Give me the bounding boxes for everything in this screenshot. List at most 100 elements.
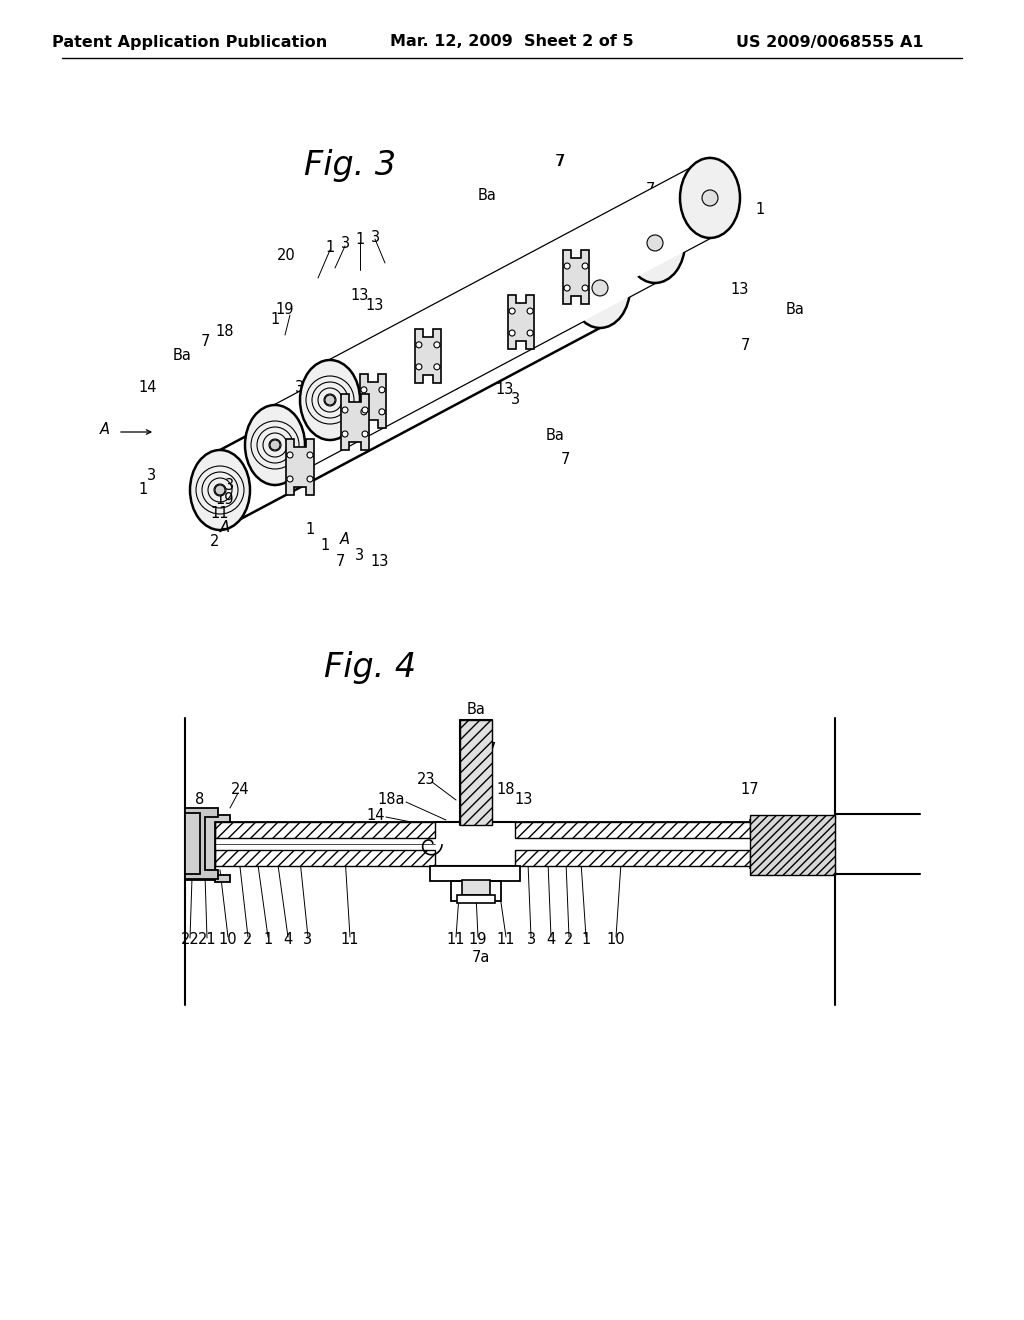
- Text: 1: 1: [490, 352, 500, 367]
- Ellipse shape: [570, 248, 630, 327]
- Text: 7: 7: [645, 182, 654, 198]
- Text: 20: 20: [276, 248, 295, 263]
- Circle shape: [527, 330, 534, 337]
- Circle shape: [360, 409, 367, 414]
- Circle shape: [527, 308, 534, 314]
- Text: 4: 4: [284, 932, 293, 948]
- Circle shape: [362, 407, 368, 413]
- Text: 1: 1: [582, 932, 591, 948]
- Bar: [215, 822, 435, 838]
- Text: 7: 7: [740, 338, 750, 352]
- Text: A: A: [340, 532, 350, 548]
- Text: 22: 22: [180, 932, 200, 948]
- Text: 7: 7: [555, 154, 565, 169]
- Circle shape: [434, 364, 440, 370]
- Text: Mar. 12, 2009  Sheet 2 of 5: Mar. 12, 2009 Sheet 2 of 5: [390, 34, 634, 49]
- Circle shape: [582, 263, 588, 269]
- Circle shape: [564, 263, 570, 269]
- Text: 3: 3: [303, 932, 312, 948]
- Text: Fig. 3: Fig. 3: [304, 149, 396, 181]
- Text: 1: 1: [305, 523, 314, 537]
- Text: 1: 1: [321, 537, 330, 553]
- Text: 21: 21: [198, 932, 216, 948]
- Text: 2: 2: [244, 932, 253, 948]
- Bar: [750, 814, 835, 875]
- Text: A: A: [220, 520, 230, 536]
- Polygon shape: [508, 296, 535, 348]
- Circle shape: [362, 432, 368, 437]
- Text: 3: 3: [296, 380, 304, 396]
- Text: 13: 13: [731, 282, 750, 297]
- Circle shape: [307, 451, 313, 458]
- Text: 18a: 18a: [377, 792, 404, 808]
- Text: B: B: [390, 358, 400, 372]
- Polygon shape: [185, 810, 230, 882]
- Text: 19: 19: [469, 932, 487, 948]
- Text: 2: 2: [564, 932, 573, 948]
- Bar: [515, 850, 750, 866]
- Circle shape: [379, 387, 385, 393]
- Polygon shape: [430, 866, 520, 902]
- Bar: [457, 895, 495, 903]
- Text: 4: 4: [547, 932, 556, 948]
- Text: 1: 1: [475, 358, 484, 372]
- Polygon shape: [341, 393, 369, 450]
- Text: 17: 17: [740, 783, 760, 797]
- Text: Ba: Ba: [477, 187, 497, 202]
- Circle shape: [434, 342, 440, 348]
- Text: US 2009/0068555 A1: US 2009/0068555 A1: [736, 34, 924, 49]
- Text: 11: 11: [211, 506, 229, 520]
- Text: 13: 13: [351, 288, 370, 302]
- Ellipse shape: [190, 450, 250, 531]
- Circle shape: [342, 432, 348, 437]
- Circle shape: [215, 484, 225, 495]
- Text: 19: 19: [216, 492, 234, 507]
- Bar: [462, 880, 490, 895]
- Text: 13: 13: [366, 297, 384, 313]
- Circle shape: [287, 477, 293, 482]
- Text: 11: 11: [446, 932, 465, 948]
- Text: Ba: Ba: [173, 347, 191, 363]
- Text: 3: 3: [451, 378, 460, 392]
- Text: 14: 14: [138, 380, 158, 396]
- Text: 2: 2: [210, 535, 220, 549]
- Text: 3: 3: [466, 367, 474, 383]
- Text: 7: 7: [335, 554, 345, 569]
- Text: 1: 1: [263, 932, 272, 948]
- Text: 3: 3: [355, 548, 365, 562]
- Text: Fig. 4: Fig. 4: [324, 652, 416, 685]
- Polygon shape: [330, 158, 710, 440]
- Polygon shape: [220, 248, 600, 531]
- Text: 3: 3: [225, 478, 234, 492]
- Text: 13: 13: [496, 383, 514, 397]
- Ellipse shape: [245, 405, 305, 484]
- Text: 13: 13: [445, 347, 464, 363]
- Text: 1: 1: [300, 395, 309, 409]
- Text: Ba: Ba: [467, 702, 485, 718]
- Bar: [515, 822, 750, 838]
- Text: 1: 1: [326, 240, 335, 256]
- Bar: [215, 850, 435, 866]
- Circle shape: [416, 364, 422, 370]
- Text: 3: 3: [510, 392, 519, 408]
- Text: 3: 3: [526, 932, 536, 948]
- Text: B: B: [420, 367, 430, 383]
- Text: 7: 7: [466, 742, 476, 758]
- Text: 1: 1: [138, 483, 147, 498]
- Circle shape: [647, 235, 663, 251]
- Text: 1: 1: [355, 232, 365, 248]
- Text: 13: 13: [371, 554, 389, 569]
- Text: 7: 7: [201, 334, 210, 350]
- Text: 7: 7: [486, 742, 496, 758]
- Text: 7: 7: [555, 154, 564, 169]
- Text: 3: 3: [340, 236, 349, 252]
- Text: 1: 1: [756, 202, 765, 218]
- Bar: [460, 719, 492, 825]
- Text: Ba: Ba: [546, 428, 564, 442]
- Text: 14: 14: [367, 808, 385, 822]
- Text: 19: 19: [275, 302, 294, 318]
- Text: 3: 3: [725, 193, 734, 207]
- Text: 3: 3: [680, 190, 689, 205]
- Circle shape: [564, 285, 570, 290]
- Circle shape: [342, 407, 348, 413]
